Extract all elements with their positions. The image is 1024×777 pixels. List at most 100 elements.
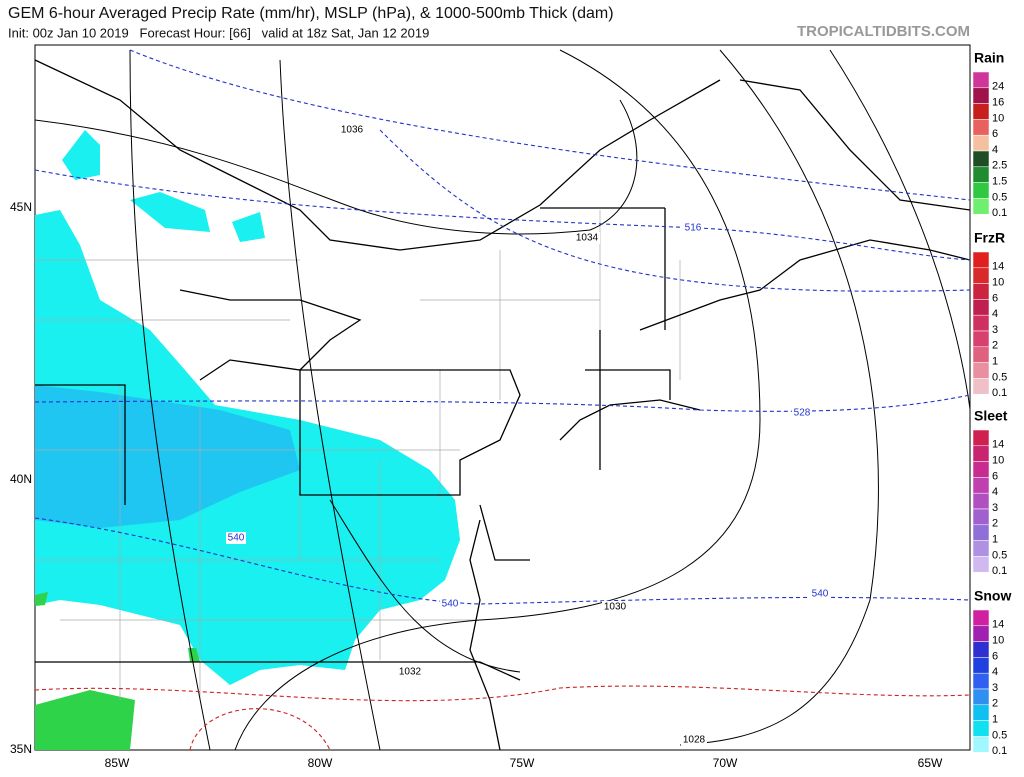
legend-swatch (972, 508, 990, 526)
legend-label: 2 (992, 698, 998, 710)
legend-label: 10 (992, 455, 1004, 467)
thickness-label: 516 (685, 223, 702, 234)
legend-swatch (972, 524, 990, 541)
legend-label: 3 (992, 682, 998, 694)
legend-swatch (972, 429, 990, 447)
thickness-label: 540 (442, 599, 459, 610)
legend: Rain241610642.51.50.50.1FrzR1410643210.5… (972, 50, 1011, 757)
legend-swatch (972, 71, 990, 89)
legend-swatch (972, 119, 990, 136)
legend-swatch (972, 477, 990, 494)
pressure-label: 1028 (683, 735, 706, 746)
legend-swatch (972, 150, 990, 168)
legend-swatch (972, 166, 990, 183)
longitude-label: 65W (918, 756, 943, 770)
label-bg (574, 232, 600, 244)
legend-label: 1 (992, 356, 998, 368)
legend-swatch (972, 198, 990, 215)
credit: TROPICALTIDBITS.COM (797, 23, 970, 40)
legend-label: 0.1 (992, 745, 1007, 757)
legend-swatch (972, 330, 990, 348)
label-bg (602, 601, 628, 613)
thickness-label: 540 (228, 533, 245, 544)
legend-label: 6 (992, 650, 998, 662)
legend-swatch (972, 103, 990, 120)
legend-label: 4 (992, 666, 998, 678)
label-bg (792, 407, 812, 419)
legend-label: 0.1 (992, 565, 1007, 577)
legend-label: 2 (992, 340, 998, 352)
legend-label: 1 (992, 714, 998, 726)
legend-label: 2.5 (992, 160, 1007, 172)
legend-label: 4 (992, 308, 998, 320)
legend-swatch (972, 609, 990, 627)
legend-title: FrzR (974, 230, 1005, 246)
legend-swatch (972, 87, 990, 104)
legend-label: 4 (992, 486, 998, 498)
pressure-label: 1030 (604, 602, 627, 613)
legend-swatch (972, 704, 990, 721)
legend-label: 3 (992, 324, 998, 336)
map-area: 45N 40N 35N 85W 80W 75W 70W 65W 1036 1034 1030 1032… (10, 44, 971, 770)
legend-label: 6 (992, 128, 998, 140)
pressure-label: 1036 (341, 125, 364, 136)
legend-label: 2 (992, 518, 998, 530)
legend-swatch (972, 182, 990, 199)
legend-label: 1 (992, 534, 998, 546)
legend-swatch (972, 556, 990, 573)
legend-swatch (972, 134, 990, 152)
freezing-thickness (35, 685, 970, 750)
legend-swatch (972, 251, 990, 269)
legend-swatch (972, 688, 990, 706)
legend-swatch (972, 445, 990, 462)
legend-label: 0.5 (992, 549, 1007, 561)
thickness-lines (35, 49, 970, 605)
legend-swatch (972, 346, 990, 363)
pressure-label: 1034 (576, 233, 599, 244)
legend-swatch (972, 657, 990, 674)
legend-label: 4 (992, 144, 998, 156)
legend-label: 14 (992, 261, 1004, 273)
legend-swatch (972, 492, 990, 510)
legend-label: 14 (992, 619, 1004, 631)
thickness-label: 540 (812, 589, 829, 600)
legend-swatch (972, 283, 990, 300)
legend-label: 10 (992, 277, 1004, 289)
legend-label: 10 (992, 635, 1004, 647)
subtitle: Init: 00z Jan 10 2019 Forecast Hour: [66… (8, 25, 429, 40)
legend-swatch (972, 641, 990, 658)
label-bg (397, 666, 423, 678)
label-bg (681, 734, 707, 746)
legend-label: 0.5 (992, 191, 1007, 203)
legend-label: 16 (992, 97, 1004, 109)
legend-swatch (972, 736, 990, 753)
legend-label: 0.5 (992, 729, 1007, 741)
legend-label: 14 (992, 439, 1004, 451)
precip-moderate (35, 385, 300, 528)
legend-swatch (972, 461, 990, 478)
legend-label: 0.1 (992, 387, 1007, 399)
legend-swatch (972, 672, 990, 690)
latitude-label: 45N (10, 200, 32, 214)
isobars (35, 49, 970, 750)
longitude-label: 75W (510, 756, 535, 770)
legend-swatch (972, 299, 990, 316)
longitude-label: 80W (308, 756, 333, 770)
legend-label: 10 (992, 112, 1004, 124)
thickness-label: 528 (794, 408, 811, 419)
label-bg (440, 598, 460, 610)
label-bg (683, 222, 703, 234)
label-bg (339, 124, 365, 136)
precip-rain (35, 592, 200, 750)
precip-patch (62, 130, 265, 242)
legend-swatch (972, 362, 990, 379)
legend-title: Sleet (974, 408, 1008, 424)
legend-title: Rain (974, 50, 1004, 66)
label-bg (810, 588, 830, 600)
title: GEM 6-hour Averaged Precip Rate (mm/hr),… (8, 5, 614, 22)
legend-label: 6 (992, 292, 998, 304)
legend-swatch (972, 314, 990, 332)
legend-label: 0.5 (992, 371, 1007, 383)
latitude-label: 35N (10, 742, 32, 756)
